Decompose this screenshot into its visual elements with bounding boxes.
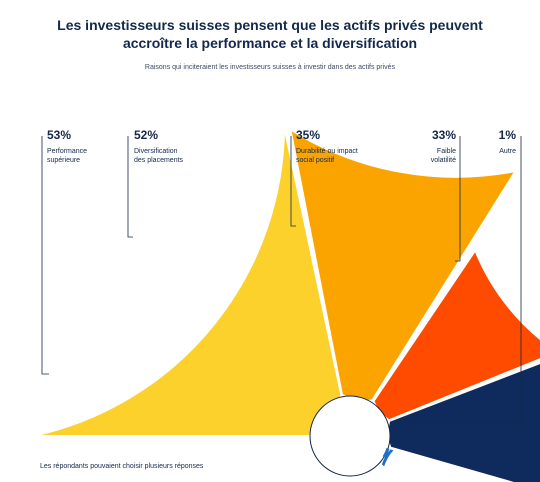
category-label-4: Autre <box>499 148 516 155</box>
leader-line-4 <box>390 136 522 424</box>
chart-title: Les investisseurs suisses pensent que le… <box>0 16 540 52</box>
wedge-0 <box>32 125 343 437</box>
leader-line-3 <box>455 136 461 262</box>
wedge-accent-4 <box>382 447 390 458</box>
chart-title-line1: Les investisseurs suisses pensent que le… <box>57 17 483 33</box>
value-label-4: 1% <box>498 128 516 142</box>
category-label-1: Diversification des placements <box>134 148 184 164</box>
leader-line-0 <box>41 136 49 375</box>
chart-subtitle: Raisons qui inciteraient les investisseu… <box>144 64 396 71</box>
leader-line-1 <box>127 136 133 238</box>
category-label-2: Durabilité ou impact social positif <box>296 148 358 164</box>
chart-title-line2: accroître la performance et la diversifi… <box>122 35 418 51</box>
category-label-0: Performance supérieure <box>47 148 88 164</box>
value-label-0: 53% <box>47 128 72 142</box>
chart-hub <box>309 395 391 477</box>
value-label-3: 33% <box>431 128 456 142</box>
value-label-1: 52% <box>134 128 159 142</box>
category-label-3: Faible volatilité <box>430 148 456 164</box>
value-label-2: 35% <box>296 128 321 142</box>
leader-line-2 <box>290 136 296 227</box>
footnote: Les répondants pouvaient choisir plusieu… <box>40 463 204 470</box>
